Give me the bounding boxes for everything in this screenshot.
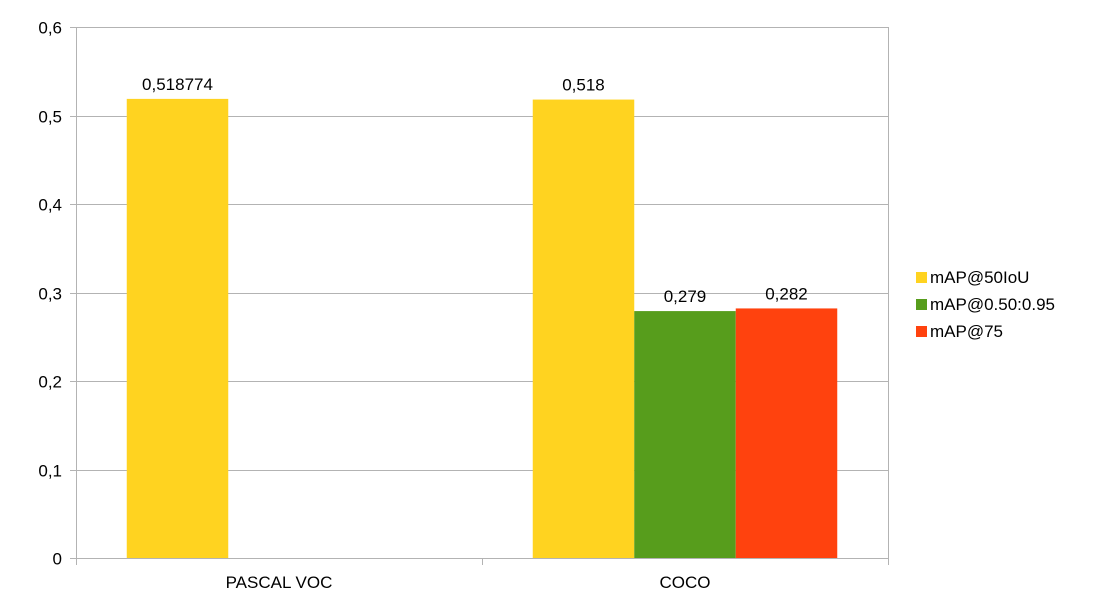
legend-swatch (916, 326, 927, 337)
legend-label: mAP@0.50:0.95 (930, 295, 1055, 314)
bar (634, 311, 736, 558)
bars (126, 98, 838, 558)
bar (532, 99, 635, 558)
data-labels: 0,518774 0,518 0,279 0,282 (142, 75, 808, 306)
y-tick-label: 0,6 (38, 19, 62, 38)
y-tick-label: 0,2 (38, 373, 62, 392)
y-tick-label: 0,5 (38, 108, 62, 127)
axes: 0 0,1 0,2 0,3 0,4 0,5 0,6 PASCAL VOC COCO (38, 19, 889, 592)
y-tick-label: 0,4 (38, 196, 62, 215)
bar (126, 98, 229, 558)
legend-label: mAP@50IoU (930, 268, 1029, 287)
x-category-label: PASCAL VOC (226, 573, 333, 592)
legend-swatch (916, 299, 927, 310)
y-tick-label: 0,3 (38, 285, 62, 304)
data-label: 0,518 (562, 76, 605, 95)
x-category-label: COCO (660, 573, 711, 592)
y-tick-label: 0,1 (38, 462, 62, 481)
data-label: 0,279 (664, 287, 707, 306)
legend-swatch (916, 272, 927, 283)
legend: mAP@50IoU mAP@0.50:0.95 mAP@75 (916, 268, 1055, 341)
data-label: 0,518774 (142, 75, 213, 94)
legend-label: mAP@75 (930, 322, 1003, 341)
y-tick-label: 0 (53, 550, 62, 569)
data-label: 0,282 (765, 284, 808, 303)
bar (735, 308, 838, 558)
